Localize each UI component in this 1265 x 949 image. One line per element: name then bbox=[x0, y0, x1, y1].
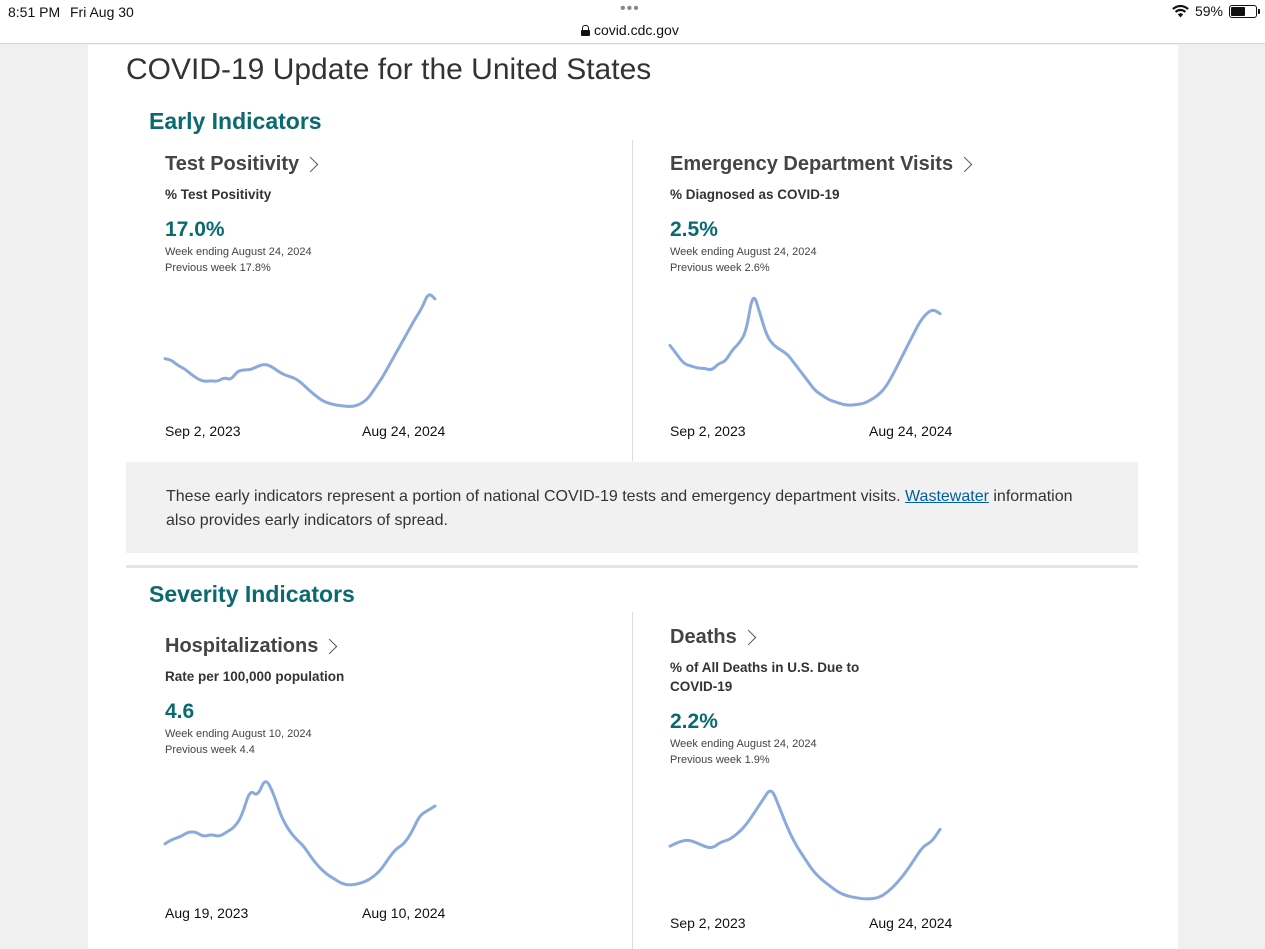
info-text-after: information also provides early indicato… bbox=[166, 488, 1073, 529]
url-bar[interactable]: covid.cdc.gov bbox=[581, 22, 679, 38]
card-title-link[interactable]: Deaths bbox=[670, 624, 1030, 650]
wastewater-link[interactable]: Wastewater bbox=[905, 488, 989, 505]
battery-percent: 59% bbox=[1194, 3, 1223, 19]
card-subtitle: % of All Deaths in U.S. Due to COVID-19 bbox=[670, 660, 860, 694]
info-text: These early indicators represent a porti… bbox=[166, 488, 901, 505]
previous-week: Previous week 4.4 bbox=[165, 744, 255, 756]
card-title-link[interactable]: Emergency Department Visits bbox=[670, 151, 1030, 177]
axis-end-label: Aug 10, 2024 bbox=[362, 905, 446, 921]
axis-start-label: Sep 2, 2023 bbox=[670, 423, 746, 439]
section-title-early: Early Indicators bbox=[149, 108, 322, 134]
axis-start-label: Aug 19, 2023 bbox=[165, 905, 249, 921]
sparkline-svg bbox=[163, 780, 437, 887]
week-ending: Week ending August 24, 2024 bbox=[670, 738, 817, 750]
chevron-right-icon bbox=[956, 156, 973, 173]
sparkline-emergency-visits bbox=[668, 285, 942, 415]
axis-end-label: Aug 24, 2024 bbox=[869, 423, 953, 439]
page-content: COVID-19 Update for the United States Ea… bbox=[88, 45, 1178, 949]
card-subtitle: % Test Positivity bbox=[165, 187, 272, 202]
battery-icon bbox=[1229, 4, 1260, 18]
url-text: covid.cdc.gov bbox=[594, 22, 679, 38]
sparkline-svg bbox=[668, 296, 942, 407]
sparkline-series-line bbox=[163, 780, 437, 887]
sparkline-svg bbox=[668, 789, 942, 901]
status-date: Fri Aug 30 bbox=[70, 4, 134, 20]
sparkline-hospitalizations bbox=[163, 767, 437, 897]
card-test-positivity: Test Positivity % Test Positivity 17.0% … bbox=[165, 151, 525, 276]
axis-start-label: Sep 2, 2023 bbox=[165, 423, 241, 439]
section-divider bbox=[126, 565, 1138, 568]
more-dots-icon[interactable]: ••• bbox=[620, 0, 640, 17]
card-subtitle: % Diagnosed as COVID-19 bbox=[670, 187, 840, 202]
card-title: Deaths bbox=[670, 625, 737, 648]
card-title-link[interactable]: Test Positivity bbox=[165, 151, 525, 177]
column-divider bbox=[632, 140, 633, 461]
previous-week: Previous week 17.8% bbox=[165, 262, 271, 274]
sparkline-series-line bbox=[668, 789, 942, 901]
week-ending: Week ending August 24, 2024 bbox=[670, 246, 817, 258]
card-subtitle: Rate per 100,000 population bbox=[165, 669, 345, 684]
card-value: 2.2% bbox=[670, 710, 718, 733]
column-divider bbox=[632, 612, 633, 949]
card-title: Emergency Department Visits bbox=[670, 152, 954, 175]
chevron-right-icon bbox=[302, 156, 319, 173]
early-indicators-info: These early indicators represent a porti… bbox=[126, 462, 1138, 553]
axis-start-label: Sep 2, 2023 bbox=[670, 915, 746, 931]
battery-fill bbox=[1231, 6, 1246, 16]
chevron-right-icon bbox=[322, 638, 338, 655]
lock-icon bbox=[581, 24, 590, 36]
card-hospitalizations: Hospitalizations Rate per 100,000 popula… bbox=[165, 633, 525, 758]
sparkline-series-line bbox=[668, 296, 942, 407]
sparkline-svg bbox=[163, 293, 437, 408]
axis-end-label: Aug 24, 2024 bbox=[869, 915, 953, 931]
status-bar: 8:51 PM Fri Aug 30 ••• covid.cdc.gov 59% bbox=[0, 0, 1265, 44]
page-title: COVID-19 Update for the United States bbox=[126, 53, 652, 86]
sparkline-series-line bbox=[163, 293, 437, 408]
card-value: 17.0% bbox=[165, 218, 225, 241]
card-deaths: Deaths % of All Deaths in U.S. Due to CO… bbox=[670, 624, 1030, 768]
card-title-link[interactable]: Hospitalizations bbox=[165, 633, 525, 659]
week-ending: Week ending August 10, 2024 bbox=[165, 728, 312, 740]
status-indicators: 59% bbox=[1172, 3, 1260, 19]
previous-week: Previous week 2.6% bbox=[670, 262, 770, 274]
wifi-icon bbox=[1172, 4, 1189, 18]
card-title: Test Positivity bbox=[165, 152, 300, 175]
chevron-right-icon bbox=[740, 629, 756, 646]
card-value: 2.5% bbox=[670, 218, 718, 241]
status-time: 8:51 PM bbox=[8, 4, 61, 20]
card-value: 4.6 bbox=[165, 700, 195, 723]
week-ending: Week ending August 24, 2024 bbox=[165, 246, 312, 258]
card-title: Hospitalizations bbox=[165, 634, 319, 657]
sparkline-test-positivity bbox=[163, 285, 437, 415]
section-title-severity: Severity Indicators bbox=[149, 581, 355, 607]
axis-end-label: Aug 24, 2024 bbox=[362, 423, 446, 439]
card-emergency-visits: Emergency Department Visits % Diagnosed … bbox=[670, 151, 1030, 276]
sparkline-deaths bbox=[668, 777, 942, 907]
previous-week: Previous week 1.9% bbox=[670, 754, 770, 766]
